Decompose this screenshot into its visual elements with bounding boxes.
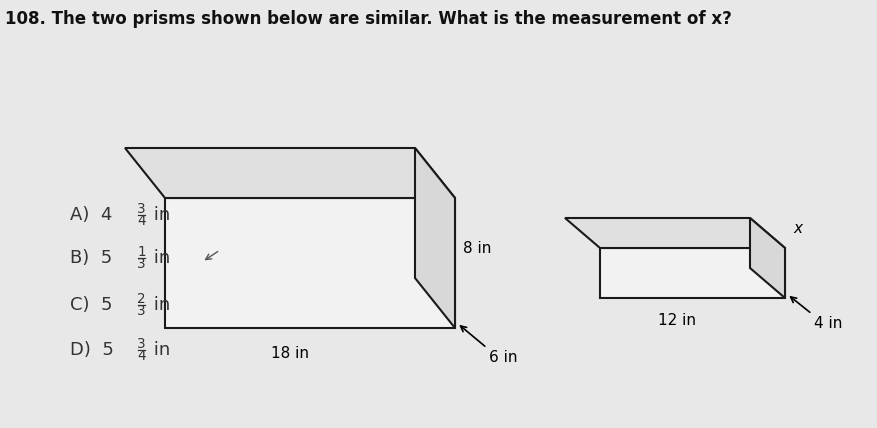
Text: 12 in: 12 in (659, 313, 696, 328)
Polygon shape (165, 198, 455, 328)
Text: 3: 3 (137, 337, 146, 351)
Text: x: x (793, 220, 802, 235)
Text: in: in (148, 296, 171, 314)
Polygon shape (565, 218, 785, 248)
Text: C)  5: C) 5 (70, 296, 112, 314)
Polygon shape (125, 148, 455, 198)
Text: 2: 2 (137, 292, 146, 306)
Text: 3: 3 (137, 202, 146, 216)
Text: 3: 3 (137, 257, 146, 271)
Polygon shape (600, 248, 785, 298)
Text: A)  4: A) 4 (70, 206, 112, 224)
Text: D)  5: D) 5 (70, 341, 114, 359)
Text: 4: 4 (137, 349, 146, 363)
Text: 8 in: 8 in (463, 241, 491, 256)
Polygon shape (750, 218, 785, 298)
Text: 18 in: 18 in (271, 346, 309, 361)
Text: 6 in: 6 in (489, 350, 517, 365)
Polygon shape (415, 148, 455, 328)
Text: 4: 4 (137, 214, 146, 228)
Text: 4 in: 4 in (814, 316, 843, 331)
Text: in: in (148, 206, 171, 224)
Text: B)  5: B) 5 (70, 249, 112, 267)
Text: 108. The two prisms shown below are similar. What is the measurement of x?: 108. The two prisms shown below are simi… (5, 10, 732, 28)
Text: 1: 1 (137, 245, 146, 259)
Text: in: in (148, 249, 171, 267)
Text: 3: 3 (137, 304, 146, 318)
Text: in: in (148, 341, 171, 359)
